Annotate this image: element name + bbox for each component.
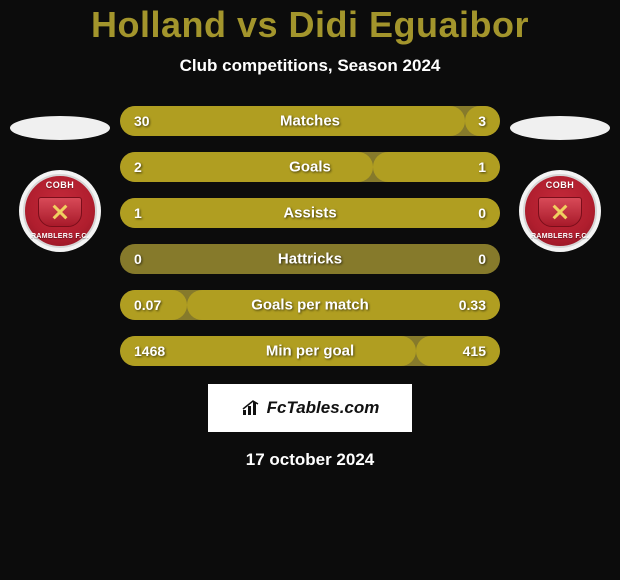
attribution-badge: FcTables.com xyxy=(208,384,412,432)
player-right-club-crest: COBH RAMBLERS F.C. xyxy=(519,170,601,252)
crest-right-shield xyxy=(538,197,582,227)
player-right-silhouette xyxy=(510,116,610,140)
stat-value-right: 3 xyxy=(478,113,486,129)
stat-row: 30 3 Matches xyxy=(120,106,500,136)
stat-label: Goals per match xyxy=(251,297,369,314)
stat-value-left: 0 xyxy=(134,251,142,267)
stat-row: 2 1 Goals xyxy=(120,152,500,182)
stat-label: Min per goal xyxy=(266,343,354,360)
crest-left-shield xyxy=(38,197,82,227)
main-content: COBH RAMBLERS F.C. 30 3 Matches 2 1 Goals 1 0 As… xyxy=(0,106,620,366)
player-left-silhouette xyxy=(10,116,110,140)
page-title: Holland vs Didi Eguaibor xyxy=(0,0,620,46)
stat-fill-left xyxy=(120,152,373,182)
stat-row: 1468 415 Min per goal xyxy=(120,336,500,366)
stat-value-left: 2 xyxy=(134,159,142,175)
stat-row: 0 0 Hattricks xyxy=(120,244,500,274)
stat-label: Assists xyxy=(283,205,336,222)
stat-row: 0.07 0.33 Goals per match xyxy=(120,290,500,320)
date-text: 17 october 2024 xyxy=(0,450,620,470)
stat-value-right: 415 xyxy=(463,343,486,359)
player-left-col: COBH RAMBLERS F.C. xyxy=(10,106,110,252)
player-left-club-crest: COBH RAMBLERS F.C. xyxy=(19,170,101,252)
stat-row: 1 0 Assists xyxy=(120,198,500,228)
stat-value-left: 30 xyxy=(134,113,150,129)
stat-fill-right xyxy=(416,336,500,366)
stat-value-left: 1 xyxy=(134,205,142,221)
player-right-col: COBH RAMBLERS F.C. xyxy=(510,106,610,252)
stat-value-right: 1 xyxy=(478,159,486,175)
stat-value-left: 0.07 xyxy=(134,297,161,313)
crest-left-bottom-text: RAMBLERS F.C. xyxy=(31,233,89,240)
attribution-text: FcTables.com xyxy=(267,398,380,418)
stats-container: 30 3 Matches 2 1 Goals 1 0 Assists 0 0 Hattricks 0.0… xyxy=(120,106,500,366)
crest-right-bottom-text: RAMBLERS F.C. xyxy=(531,233,589,240)
stat-value-left: 1468 xyxy=(134,343,165,359)
stat-label: Matches xyxy=(280,113,340,130)
crest-right-top-text: COBH xyxy=(546,180,575,190)
stat-value-right: 0 xyxy=(478,205,486,221)
stat-value-right: 0 xyxy=(478,251,486,267)
crest-left-top-text: COBH xyxy=(46,180,75,190)
subtitle: Club competitions, Season 2024 xyxy=(0,56,620,76)
stat-label: Goals xyxy=(289,159,331,176)
stat-value-right: 0.33 xyxy=(459,297,486,313)
stat-label: Hattricks xyxy=(278,251,342,268)
chart-icon xyxy=(241,399,263,417)
